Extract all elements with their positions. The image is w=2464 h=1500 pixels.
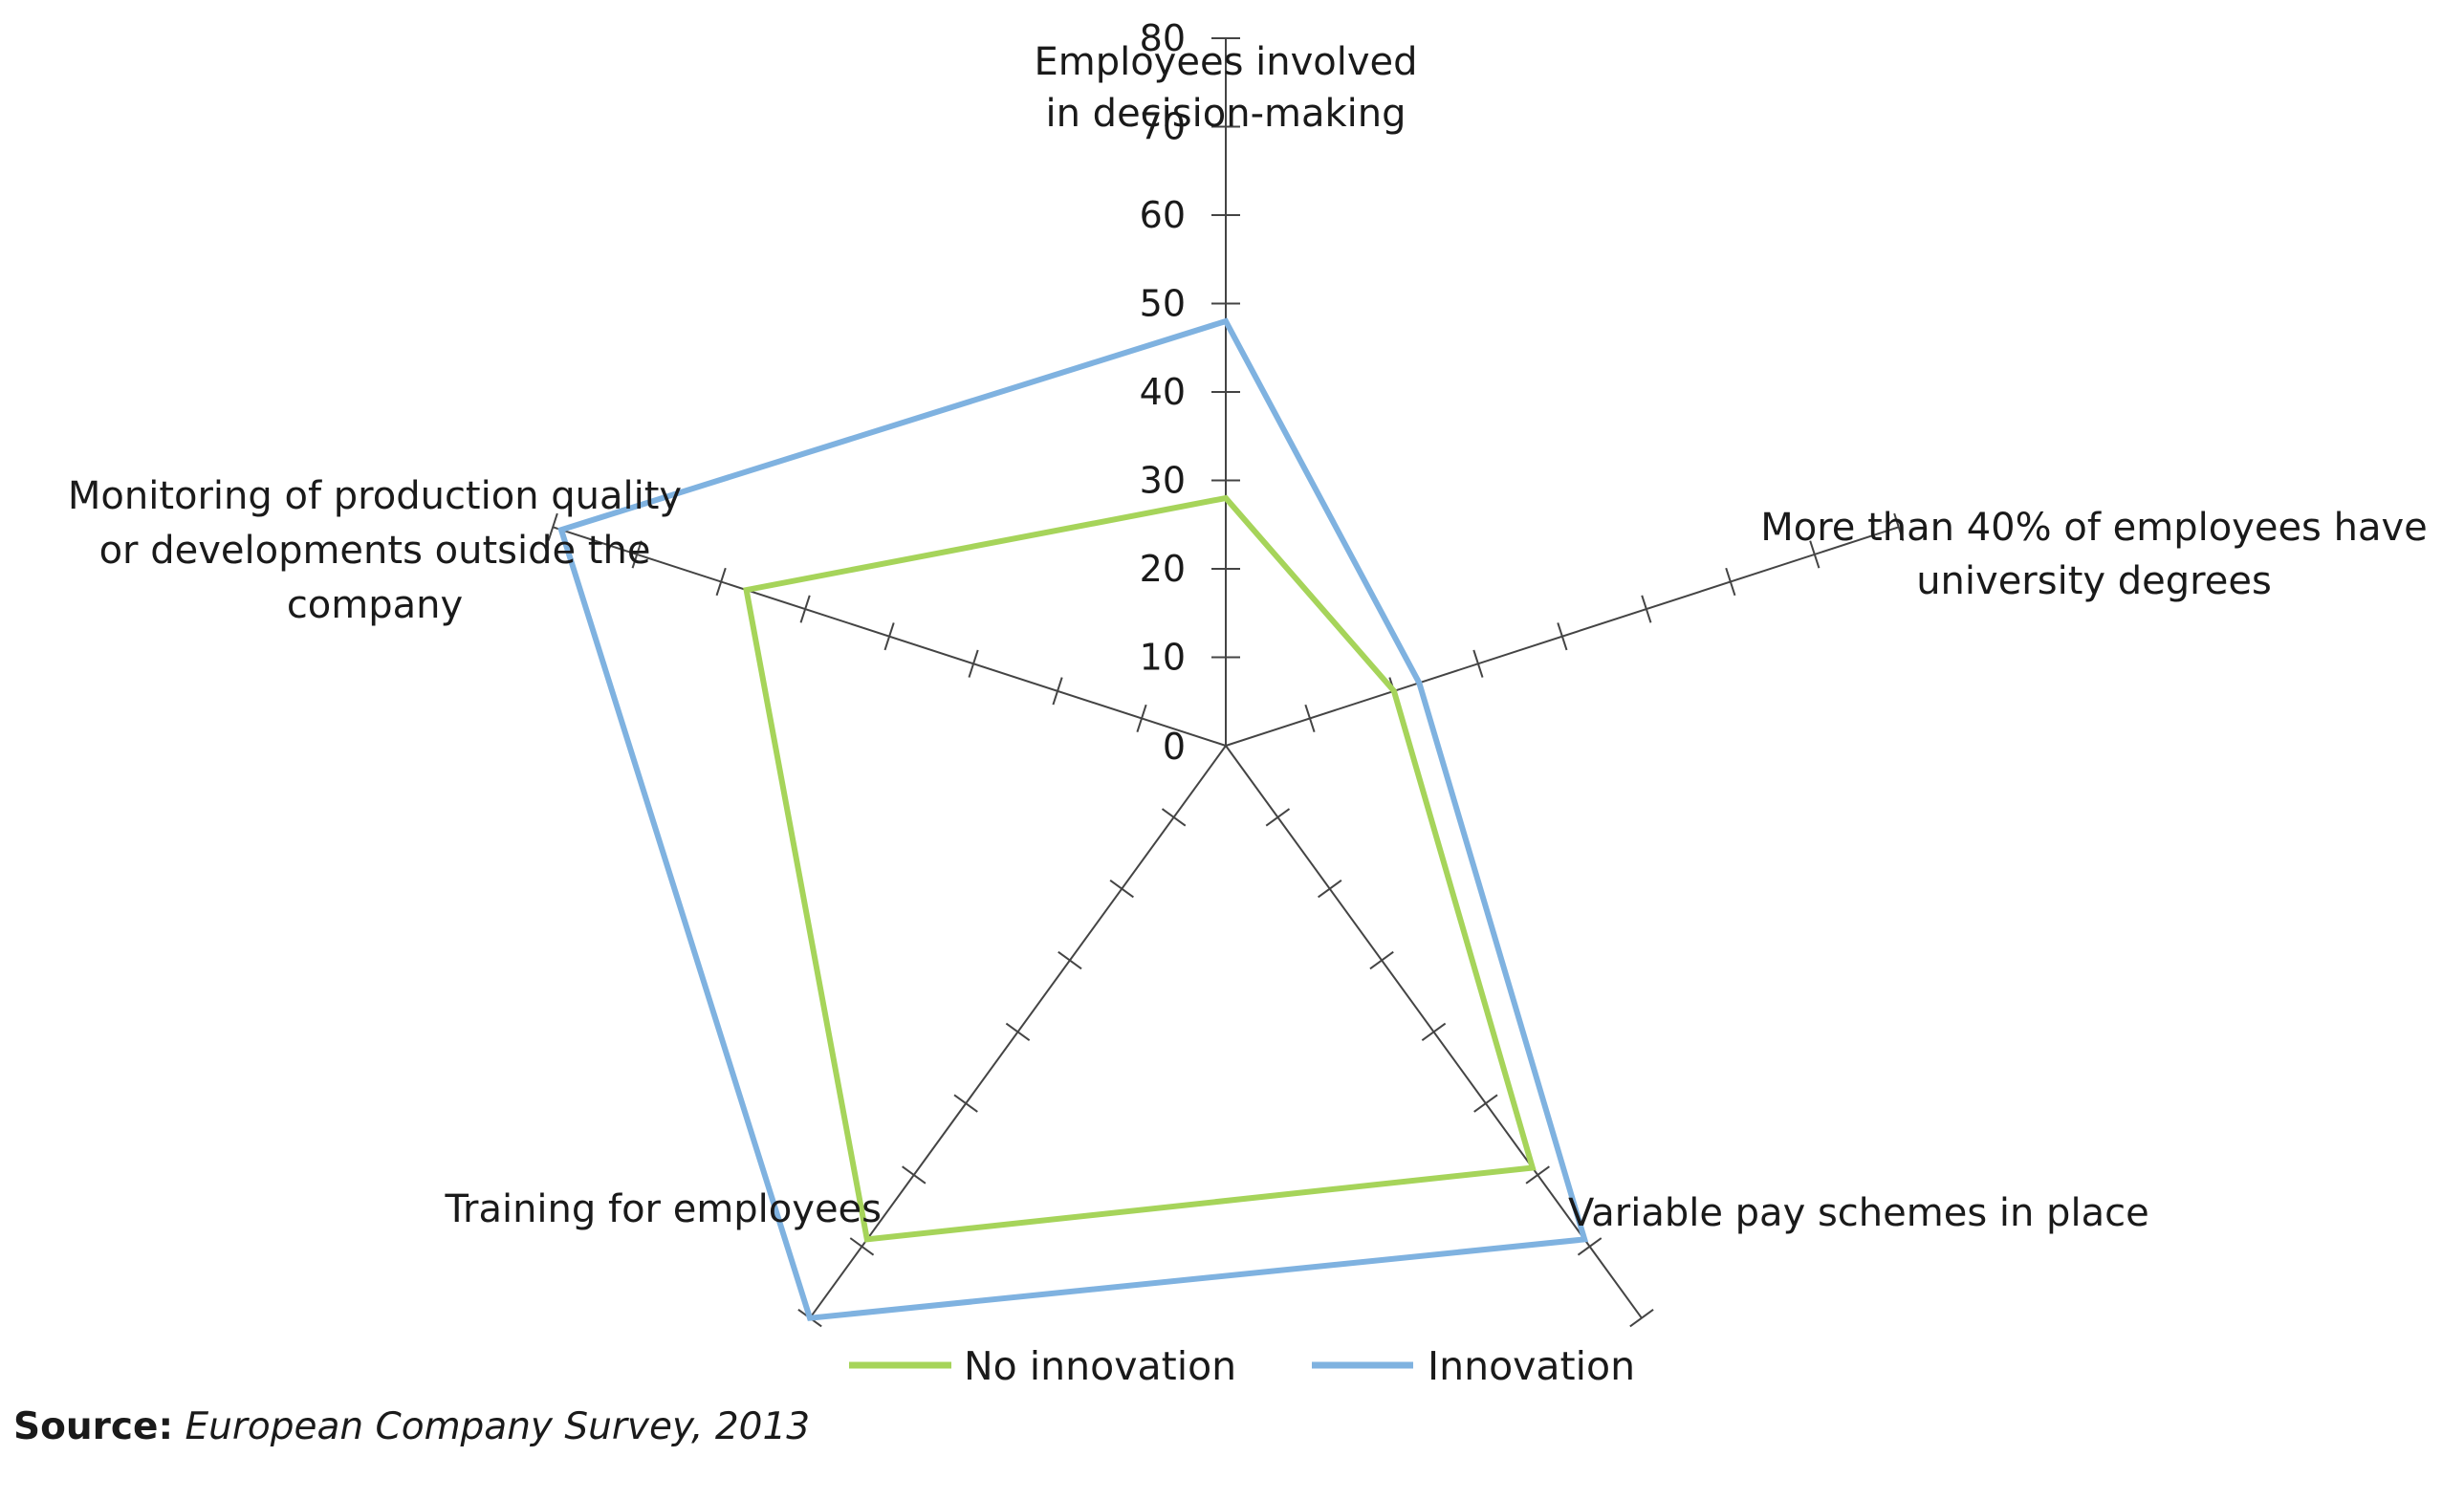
- axis-label-0: Employees involved in decision-making: [1034, 40, 1417, 136]
- axes-layer: [547, 37, 1905, 1328]
- source-label: Source:: [13, 1405, 174, 1448]
- axis-tick-3-7: [849, 1237, 875, 1256]
- axis-tick-1-7: [1809, 540, 1821, 569]
- axis-tick-3-1: [1161, 808, 1187, 827]
- tick-label-50: 50: [1140, 283, 1186, 325]
- tick-label-60: 60: [1140, 194, 1186, 236]
- axis-label-4-line-0: Monitoring of production quality: [68, 474, 682, 518]
- tick-label-40: 40: [1140, 371, 1186, 413]
- axis-tick-1-6: [1725, 567, 1736, 597]
- axis-tick-4-4: [883, 622, 895, 651]
- axis-tick-1-8: [1893, 512, 1905, 541]
- axis-label-4: Monitoring of production quality or devel…: [68, 474, 682, 627]
- axis-label-0-line-0: Employees involved: [1034, 40, 1417, 84]
- axis-tick-2-3: [1369, 950, 1394, 970]
- axis-label-3-line-0: Training for employees: [444, 1187, 882, 1231]
- series-innovation-polygon: [557, 317, 1589, 1321]
- axis-tick-4-3: [968, 649, 979, 678]
- axis-tick-1-4: [1557, 622, 1568, 651]
- axis-label-1-line-1: university degrees: [1916, 559, 2272, 603]
- tick-label-20: 20: [1140, 548, 1186, 590]
- axis-tick-4-5: [799, 595, 811, 623]
- axis-label-0-line-1: in decision-making: [1046, 92, 1406, 136]
- axis-label-4-line-2: company: [287, 583, 463, 627]
- axis-label-1-line-0: More than 40% of employees have: [1760, 506, 2428, 550]
- tick-label-10: 10: [1140, 637, 1186, 679]
- axis-tick-1-3: [1472, 649, 1484, 678]
- axis-label-4-line-1: or developments outside the: [99, 529, 651, 573]
- axis-tick-2-5: [1473, 1094, 1498, 1113]
- axis-label-1: More than 40% of employees have universit…: [1760, 506, 2428, 603]
- axis-tick-4-1: [1136, 704, 1147, 732]
- tick-label-70: 70: [1140, 106, 1186, 148]
- axis-tick-4-8: [547, 512, 558, 541]
- axis-label-2: Variable pay schemes in place: [1568, 1191, 2149, 1235]
- axis-tick-4-2: [1052, 677, 1063, 706]
- axis-tick-2-8: [1629, 1309, 1654, 1328]
- axis-tick-1-1: [1304, 704, 1316, 732]
- axis-label-3: Training for employees: [444, 1187, 882, 1231]
- axis-label-2-line-0: Variable pay schemes in place: [1568, 1191, 2149, 1235]
- axis-tick-2-1: [1265, 808, 1291, 827]
- axis-tick-2-7: [1577, 1237, 1603, 1256]
- axis-tick-3-3: [1058, 950, 1082, 970]
- tick-label-0: 0: [1163, 726, 1186, 768]
- axis-tick-1-5: [1641, 595, 1652, 623]
- series-layer: [557, 317, 1589, 1321]
- tick-label-30: 30: [1140, 460, 1186, 502]
- axis-tick-3-6: [902, 1165, 927, 1185]
- axis-tick-4-6: [715, 567, 727, 597]
- legend-label-1: Innovation: [1428, 1343, 1635, 1389]
- legend-label-0: No innovation: [964, 1343, 1236, 1389]
- source-text: European Company Survey, 2013: [185, 1405, 811, 1448]
- axis-tick-2-6: [1525, 1165, 1550, 1185]
- tick-label-80: 80: [1140, 17, 1186, 59]
- axis-tick-2-4: [1421, 1022, 1447, 1041]
- axis-tick-2-2: [1318, 880, 1342, 899]
- legend: No innovation Innovation: [849, 1343, 1635, 1389]
- axis-tick-3-4: [1005, 1022, 1031, 1041]
- axis-tick-3-5: [953, 1094, 978, 1113]
- axis-tick-3-2: [1109, 880, 1134, 899]
- axis-tick-4-7: [631, 540, 643, 569]
- source-note: Source: European Company Survey, 2013: [13, 1405, 810, 1448]
- series-no-innovation-polygon: [743, 494, 1537, 1243]
